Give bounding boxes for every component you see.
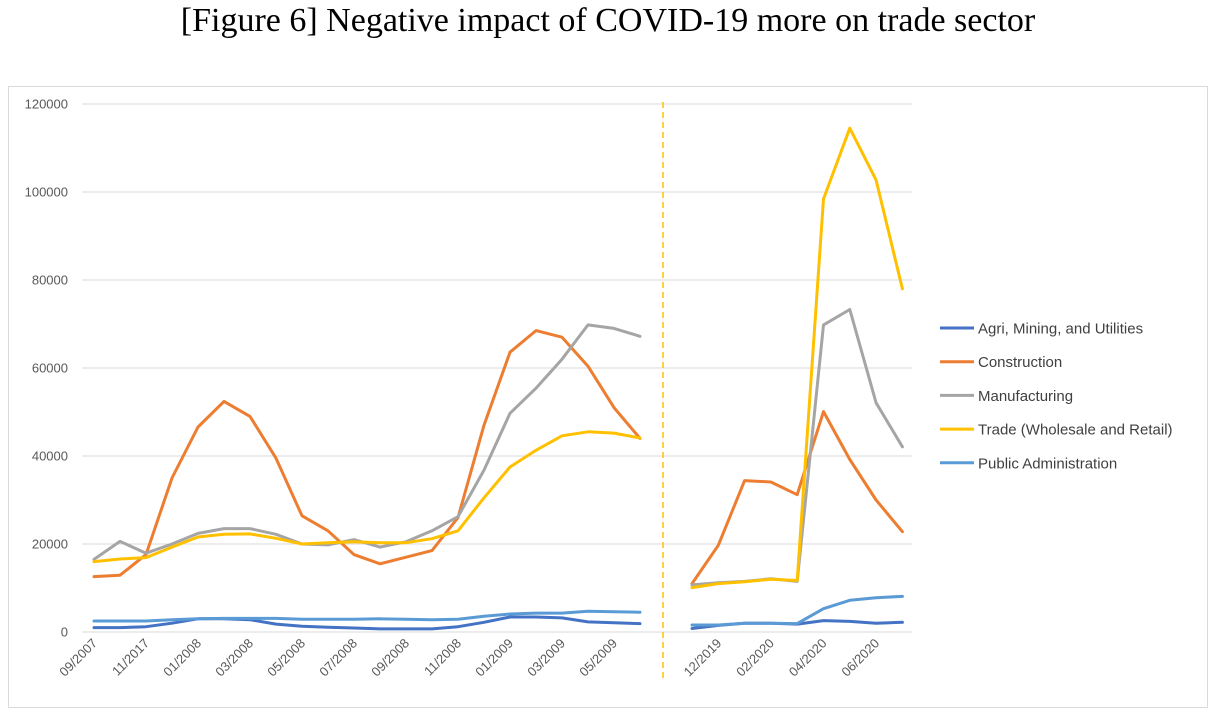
x-tick-label: 03/2008	[212, 636, 256, 680]
chart-frame	[8, 86, 1208, 708]
x-tick-label: 05/2009	[576, 636, 620, 680]
legend-label-manufacturing: Manufacturing	[978, 388, 1073, 405]
y-axis-ticks: 0 20000 40000 60000 80000 100000 120000	[25, 97, 68, 640]
series-line-manufacturing	[92, 323, 642, 561]
x-tick-label: 03/2009	[524, 636, 568, 680]
legend-label-trade: Trade (Wholesale and Retail)	[978, 422, 1173, 439]
legend-label-agri: Agri, Mining, and Utilities	[978, 321, 1143, 338]
legend-label-public: Public Administration	[978, 455, 1117, 472]
gridlines	[82, 103, 912, 633]
x-axis-ticks: 09/2007 11/2017 01/2008 03/2008 05/2008 07/20…	[56, 636, 882, 680]
legend: Agri, Mining, and Utilities Construction M…	[940, 321, 1173, 472]
x-tick-label: 07/2008	[316, 636, 360, 680]
series-line-trade	[92, 430, 642, 564]
series-line-public	[92, 609, 642, 623]
y-tick-label: 0	[61, 625, 68, 640]
x-tick-label: 04/2020	[786, 636, 830, 680]
y-tick-label: 40000	[32, 449, 68, 464]
x-tick-label: 09/2007	[56, 636, 100, 680]
y-tick-label: 80000	[32, 273, 68, 288]
y-tick-label: 20000	[32, 537, 68, 552]
x-tick-label: 01/2008	[160, 636, 204, 680]
y-tick-label: 120000	[25, 97, 68, 112]
figure-title: [Figure 6] Negative impact of COVID-19 m…	[180, 2, 1036, 39]
x-tick-label: 11/2008	[421, 636, 464, 679]
legend-label-construction: Construction	[978, 354, 1062, 371]
series-line-trade	[690, 126, 904, 590]
y-tick-label: 100000	[25, 185, 68, 200]
y-tick-label: 60000	[32, 361, 68, 376]
series-line-agri	[92, 615, 642, 631]
x-tick-label: 02/2020	[733, 636, 777, 680]
x-tick-label: 11/2017	[109, 636, 152, 679]
x-tick-label: 05/2008	[264, 636, 308, 680]
series-line-construction	[690, 410, 904, 586]
x-tick-label: 06/2020	[838, 636, 882, 680]
series-line-public	[690, 594, 904, 627]
series-lines	[92, 126, 904, 631]
series-line-construction	[92, 329, 642, 579]
x-tick-label: 01/2009	[472, 636, 516, 680]
x-tick-label: 12/2019	[681, 636, 725, 680]
x-tick-label: 09/2008	[368, 636, 412, 680]
